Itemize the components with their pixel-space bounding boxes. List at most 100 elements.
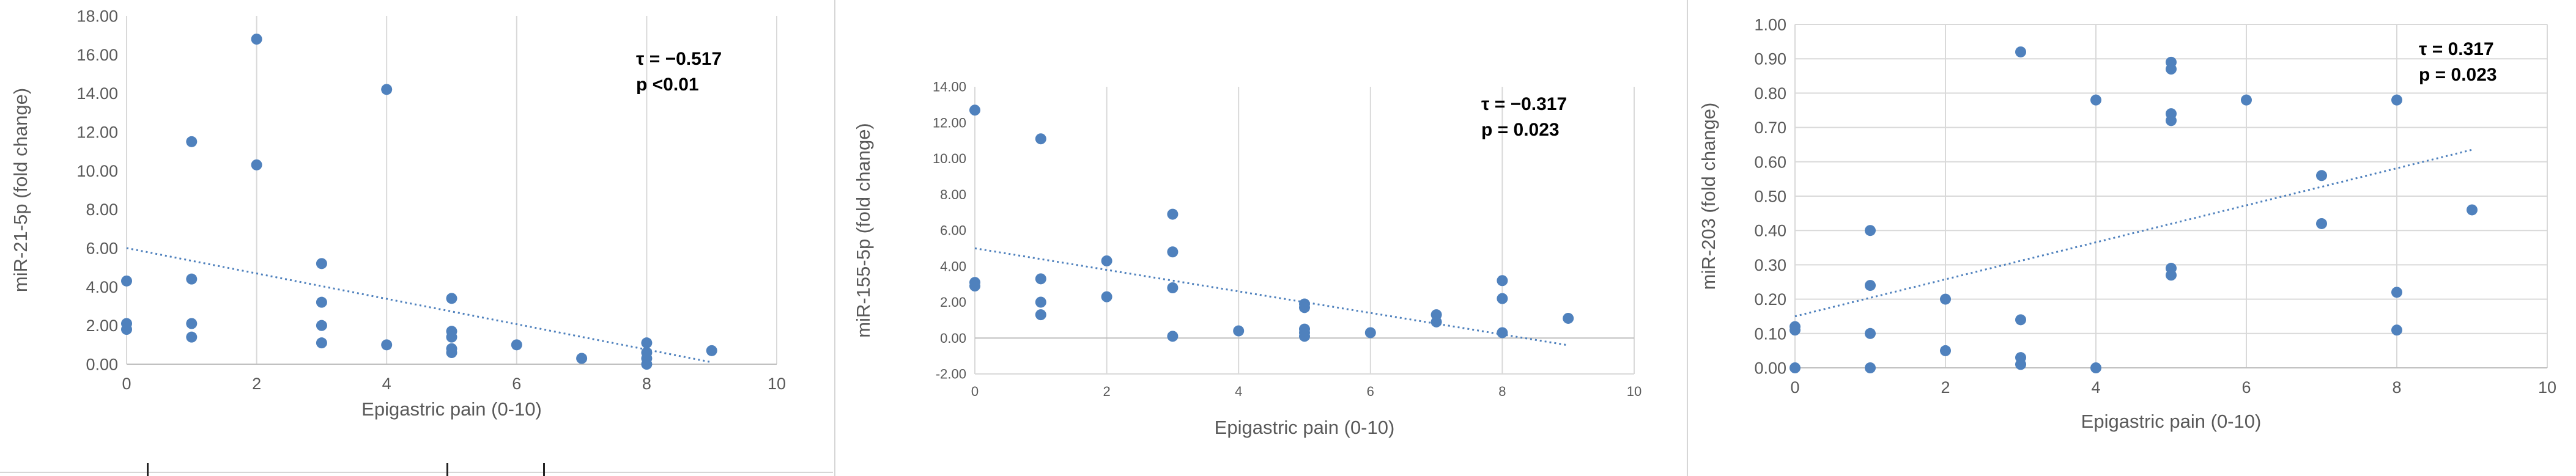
p-value-annotation: p = 0.023: [2419, 65, 2497, 85]
x-tick-label: 2: [252, 375, 261, 393]
trendline: [126, 247, 712, 364]
y-tick-label: 12.00: [76, 123, 118, 141]
y-tick-label: 4.00: [940, 258, 966, 274]
x-tick-label: 10: [768, 375, 786, 393]
x-tick-label: 0: [122, 375, 131, 393]
panel-divider-right: [1687, 0, 1688, 476]
y-tick-label: 8.00: [86, 200, 118, 219]
chart-mir203: 0.00 0.10 0.20 0.30 0.40 0.50 0.60 0.70 0.80 0.90…: [1698, 15, 2556, 432]
data-point: [1101, 255, 1112, 266]
data-point: [121, 275, 132, 287]
data-point: [381, 84, 393, 95]
x-tick-label: 4: [1235, 384, 1242, 399]
data-point: [186, 318, 198, 329]
x-tick-label: 10: [2538, 378, 2556, 397]
y-tick-label: 14.00: [76, 84, 118, 103]
data-point: [1167, 208, 1179, 220]
x-tick-label: 8: [1498, 384, 1506, 399]
y-tick-label: 1.00: [1754, 15, 1786, 34]
data-point: [2090, 362, 2101, 373]
chart-panel-mir21: 0.00 2.00 4.00 6.00 8.00 10.00 12.00 14.00 16.00…: [0, 0, 833, 476]
data-point: [1430, 316, 1442, 328]
data-point: [1167, 282, 1179, 293]
y-tick-label: 0.90: [1754, 50, 1786, 68]
tau-annotation: τ = −0.517: [636, 49, 722, 69]
data-point: [316, 258, 327, 269]
x-tick-label: 2: [1941, 378, 1950, 397]
tau-annotation: τ = 0.317: [2419, 39, 2494, 59]
y-tick-label: 2.00: [86, 317, 118, 335]
y-tick-label: 0.80: [1754, 84, 1786, 103]
y-tick-label: 0.30: [1754, 256, 1786, 274]
data-point: [2467, 204, 2478, 216]
y-tick-label: 14.00: [933, 79, 966, 95]
data-point: [969, 104, 980, 116]
x-axis-title: Epigastric pain (0-10): [2081, 411, 2262, 432]
chart-mir155-5p: -2.00 0.00 2.00 4.00 6.00 8.00 10.00 12.00 14.00…: [853, 79, 1641, 438]
y-tick-label: -2.00: [936, 367, 966, 382]
data-point: [576, 353, 588, 364]
bottom-edge-line: [0, 472, 833, 473]
x-axis-title: Epigastric pain (0-10): [361, 398, 542, 420]
data-point: [1790, 362, 1801, 373]
data-point: [316, 296, 327, 308]
x-tick-label: 0: [971, 384, 979, 399]
data-point: [1035, 273, 1046, 285]
y-tick-label: 0.00: [1754, 359, 1786, 377]
p-value-annotation: p = 0.023: [1481, 120, 1560, 140]
y-tick-label: 0.70: [1754, 119, 1786, 137]
chart-mir21-5p: 0.00 2.00 4.00 6.00 8.00 10.00 12.00 14.00 16.00…: [10, 7, 786, 420]
data-point: [446, 293, 457, 304]
data-point: [1101, 291, 1112, 302]
y-tick-label: 0.00: [940, 331, 966, 346]
data-point: [2015, 46, 2026, 57]
y-tick-label: 12.00: [933, 115, 966, 130]
trendline: [974, 247, 1569, 346]
data-point: [316, 320, 327, 331]
data-point: [2015, 314, 2026, 326]
data-point: [316, 337, 327, 349]
data-point: [511, 339, 522, 351]
y-tick-label: 0.60: [1754, 153, 1786, 171]
data-point: [251, 34, 262, 45]
chart-panel-mir203: 0.00 0.10 0.20 0.30 0.40 0.50 0.60 0.70 0.80 0.90…: [1694, 0, 2576, 476]
data-point: [2166, 64, 2177, 75]
y-axis-title: miR-21-5p (fold change): [10, 88, 31, 292]
data-point: [1497, 327, 1508, 339]
data-point: [1865, 280, 1876, 291]
y-tick-label: 0.20: [1754, 290, 1786, 309]
data-point: [969, 280, 980, 292]
data-point: [1865, 225, 1876, 236]
data-point: [1299, 302, 1310, 313]
data-point: [2241, 94, 2252, 106]
data-point: [121, 324, 132, 335]
data-point: [1940, 293, 1951, 305]
panel-divider-left: [834, 0, 835, 476]
trendline: [1794, 148, 2473, 318]
x-tick-label: 8: [2392, 378, 2401, 397]
crop-tick-2: [446, 463, 448, 476]
x-tick-label: 4: [382, 375, 391, 393]
y-tick-label: 10.00: [76, 162, 118, 180]
p-value-annotation: p <0.01: [636, 75, 699, 95]
tau-annotation: τ = −0.317: [1481, 94, 1567, 114]
y-tick-label: 4.00: [86, 278, 118, 296]
data-point: [1364, 327, 1376, 339]
data-point: [2316, 218, 2327, 229]
x-tick-label: 2: [1103, 384, 1110, 399]
data-point: [2166, 269, 2177, 281]
data-point: [706, 345, 717, 356]
data-point: [2391, 287, 2402, 298]
data-point: [1497, 293, 1508, 304]
data-point: [1167, 331, 1179, 342]
y-axis-title: miR-203 (fold change): [1698, 103, 1719, 290]
data-point: [2090, 94, 2101, 106]
y-axis-title: miR-155-5p (fold change): [853, 123, 874, 338]
crop-tick-3: [543, 463, 545, 476]
y-tick-label: 18.00: [76, 7, 118, 25]
data-point: [1790, 324, 1801, 336]
y-tick-label: 16.00: [76, 46, 118, 64]
data-point: [1167, 246, 1179, 258]
y-tick-label: 0.40: [1754, 222, 1786, 240]
data-point: [641, 359, 653, 370]
